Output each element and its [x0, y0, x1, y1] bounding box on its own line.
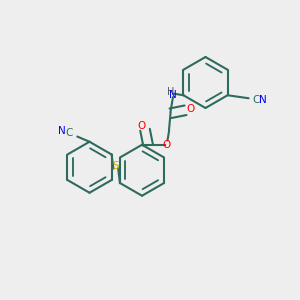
- Text: O: O: [137, 121, 146, 131]
- Text: N: N: [58, 126, 65, 136]
- Text: O: O: [163, 140, 171, 150]
- Text: N: N: [169, 90, 177, 100]
- Text: S: S: [112, 161, 119, 171]
- Text: C: C: [253, 95, 260, 105]
- Text: O: O: [186, 104, 194, 114]
- Text: N: N: [259, 95, 267, 105]
- Text: C: C: [65, 128, 72, 138]
- Text: H: H: [167, 87, 174, 97]
